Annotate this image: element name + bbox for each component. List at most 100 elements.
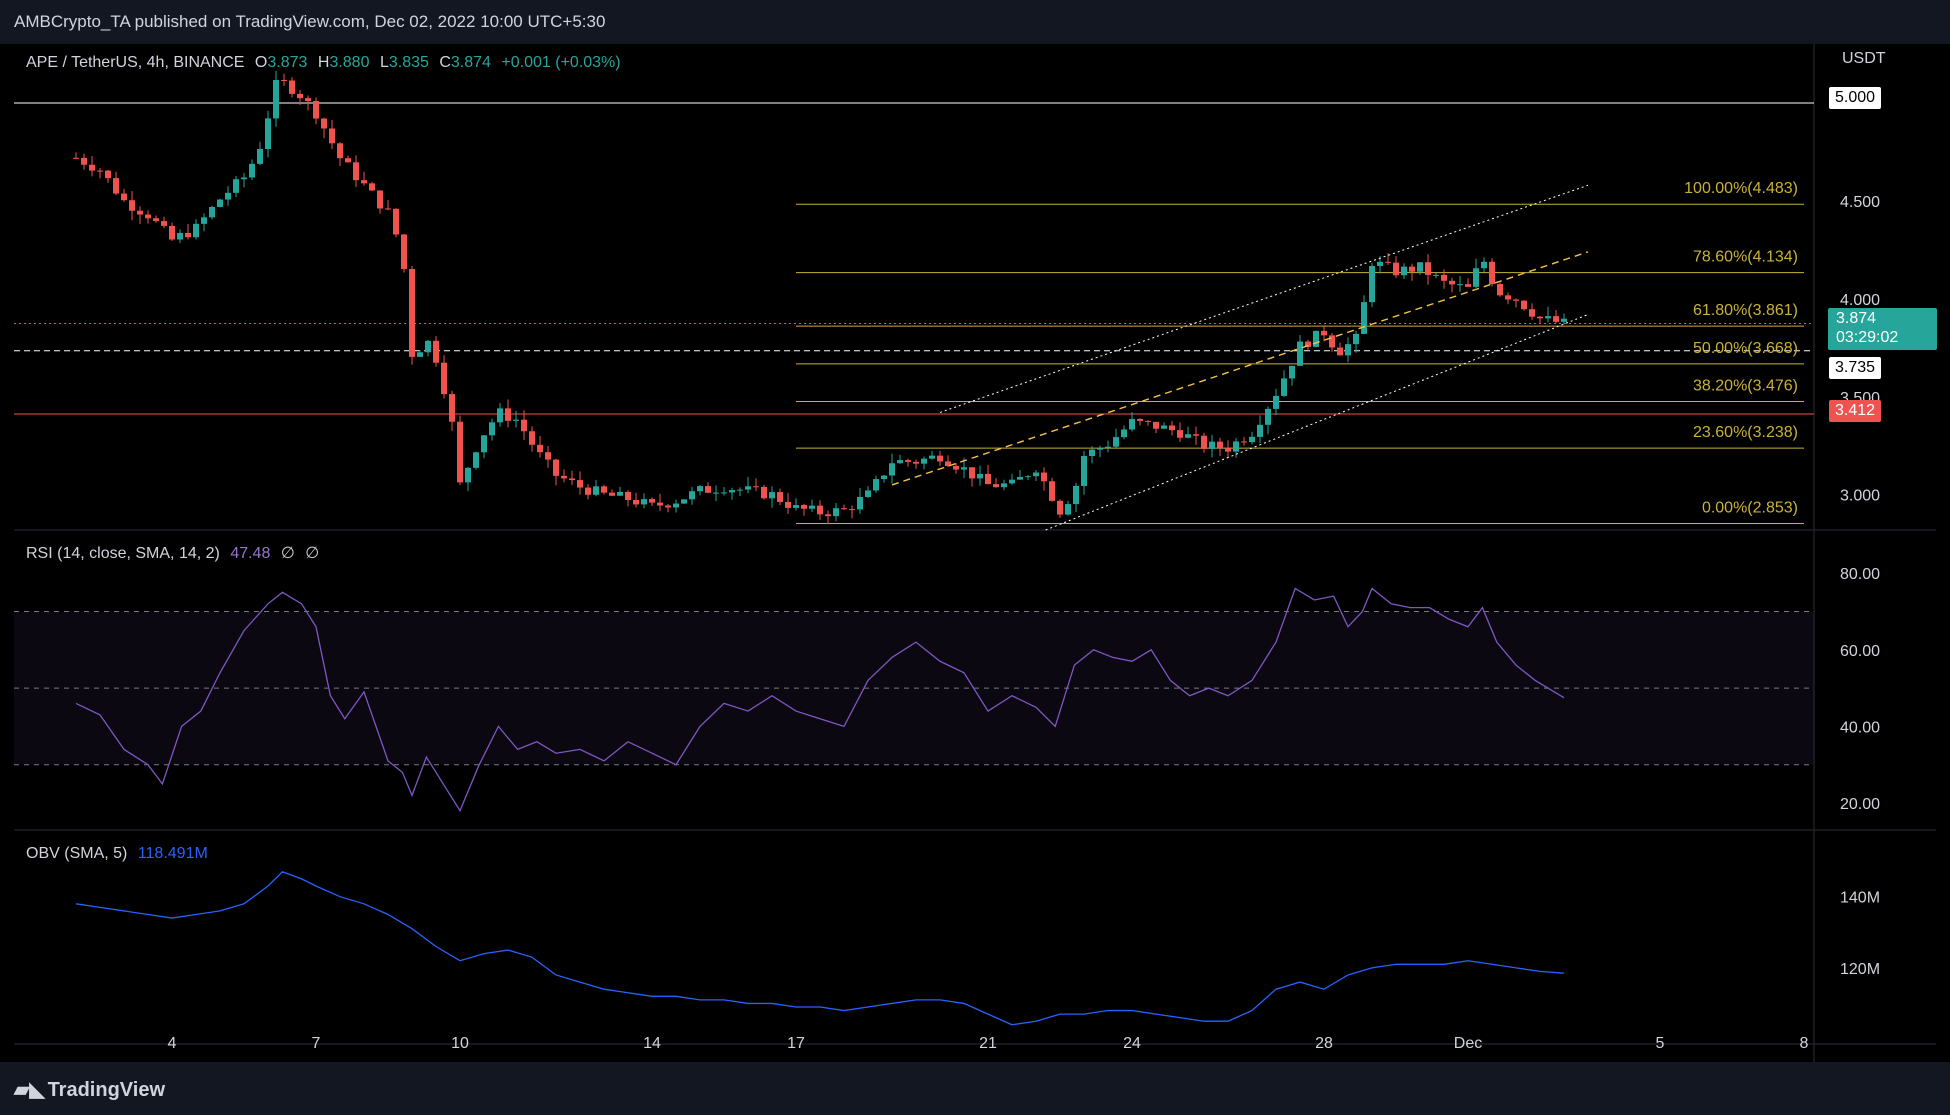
candle-body (481, 435, 487, 453)
candle-body (465, 467, 471, 483)
rsi-tick-label: 80.00 (1840, 566, 1880, 583)
candle-body (129, 200, 135, 211)
candle-body (433, 340, 439, 363)
candle-body (1393, 262, 1399, 276)
candle-body (337, 143, 343, 159)
candle-body (1209, 441, 1215, 449)
rsi-value: 47.48 (230, 545, 271, 562)
candle-body (1353, 333, 1359, 345)
candle-body (1201, 435, 1207, 449)
candle-body (241, 177, 247, 180)
rsi-extra-2: ∅ (305, 545, 320, 562)
candle-body (521, 419, 527, 432)
candle-body (921, 458, 927, 464)
candle-body (697, 486, 703, 492)
candle-body (313, 100, 319, 119)
candle-body (1545, 316, 1551, 319)
candle-body (1089, 449, 1095, 457)
candle-body (593, 486, 599, 495)
obv-label[interactable]: OBV (SMA, 5) (26, 845, 128, 862)
currency-label: USDT (1842, 50, 1886, 67)
candle-body (201, 217, 207, 224)
time-tick-label: Dec (1454, 1035, 1482, 1052)
candle-body (145, 214, 151, 219)
candle-body (1417, 262, 1423, 272)
rsi-line (75, 587, 1565, 813)
candle-body (1073, 485, 1079, 505)
candle-body (1161, 425, 1167, 429)
chart-frame[interactable]: 100.00%(4.483) 78.60%(4.134) 61.80%(3.861)… (14, 44, 1937, 1062)
candle-body (1249, 436, 1255, 443)
candle-body (1097, 448, 1103, 450)
publisher-text: AMBCrypto_TA published on TradingView.co… (14, 12, 606, 31)
time-tick-label: 7 (312, 1035, 321, 1052)
level-tag-3735: 3.735 (1829, 357, 1882, 379)
high-label: H (317, 54, 330, 71)
candle-body (1105, 446, 1111, 449)
candle-body (929, 455, 935, 459)
candle-body (1465, 284, 1471, 287)
candle-body (1401, 266, 1407, 276)
candle-body (617, 491, 623, 496)
candle-body (1009, 479, 1015, 484)
candle-body (1337, 347, 1343, 356)
candle-body (1145, 420, 1151, 422)
candle-body (281, 80, 287, 82)
candle-body (649, 499, 655, 503)
candle-body (889, 463, 895, 476)
candle-body (1265, 408, 1271, 425)
close-label: C (439, 54, 451, 71)
time-tick-label: 8 (1800, 1035, 1809, 1052)
candle-body (825, 514, 831, 517)
candle-body (105, 170, 111, 179)
candle-body (1481, 261, 1487, 269)
candle-body (473, 452, 479, 468)
candle-body (1225, 448, 1231, 452)
candle-body (177, 232, 183, 240)
candle-body (353, 162, 359, 181)
rsi-legend: RSI (14, close, SMA, 14, 2) 47.48 ∅ ∅ (26, 543, 319, 563)
candle-body (385, 208, 391, 210)
candle-body (761, 486, 767, 499)
candle-body (937, 455, 943, 462)
level-tag-3412: 3.412 (1829, 400, 1882, 422)
candle-body (1257, 424, 1263, 437)
obv-line (75, 871, 1565, 1026)
fib-level-label: 50.00%(3.668) (1693, 340, 1798, 357)
candle-body (1033, 472, 1039, 477)
candle-body (1129, 418, 1135, 430)
obv-legend: OBV (SMA, 5) 118.491M (26, 845, 208, 863)
candle-body (1441, 274, 1447, 281)
publisher-bar: AMBCrypto_TA published on TradingView.co… (0, 0, 1950, 44)
candle-body (1017, 476, 1023, 480)
candle-body (1217, 441, 1223, 449)
symbol-label[interactable]: APE / TetherUS, 4h, BINANCE (26, 54, 245, 71)
candle-body (401, 234, 407, 269)
rsi-label[interactable]: RSI (14, close, SMA, 14, 2) (26, 545, 220, 562)
candle-body (777, 492, 783, 502)
chart-canvas[interactable]: 100.00%(4.483) 78.60%(4.134) 61.80%(3.861)… (14, 44, 1936, 1062)
candle-body (329, 128, 335, 144)
candle-body (553, 459, 559, 476)
candle-body (1425, 262, 1431, 275)
candle-body (393, 208, 399, 235)
channel-middle-line (891, 251, 1589, 486)
level-tag-5000: 5.000 (1829, 87, 1882, 109)
candle-body (985, 473, 991, 485)
candle-body (1329, 335, 1335, 348)
candle-body (81, 157, 87, 165)
brand-logo[interactable]: ▰◣ TradingView (14, 1077, 165, 1102)
time-tick-label: 5 (1656, 1035, 1665, 1052)
candle-body (89, 164, 95, 171)
candle-body (1193, 434, 1199, 436)
candle-body (1553, 316, 1559, 322)
obv-tick-label: 140M (1840, 890, 1880, 907)
candle-body (569, 478, 575, 481)
candle-body (1489, 261, 1495, 285)
candle-body (1025, 476, 1031, 478)
candle-body (193, 223, 199, 238)
candle-body (409, 268, 415, 357)
channel-upper-line (939, 184, 1589, 413)
candle-body (1321, 330, 1327, 336)
open-label: O (254, 54, 268, 71)
